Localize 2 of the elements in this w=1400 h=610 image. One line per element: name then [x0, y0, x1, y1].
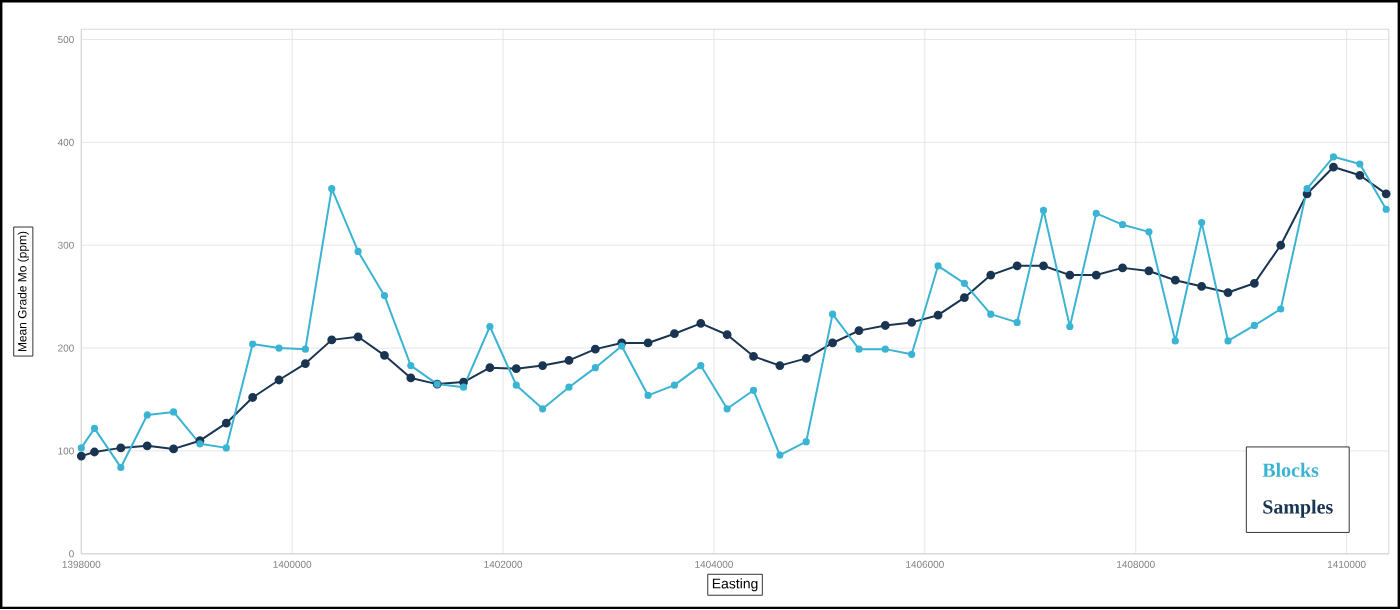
text: Samples	[1263, 500, 1333, 519]
text: Blocks	[1262, 463, 1319, 478]
